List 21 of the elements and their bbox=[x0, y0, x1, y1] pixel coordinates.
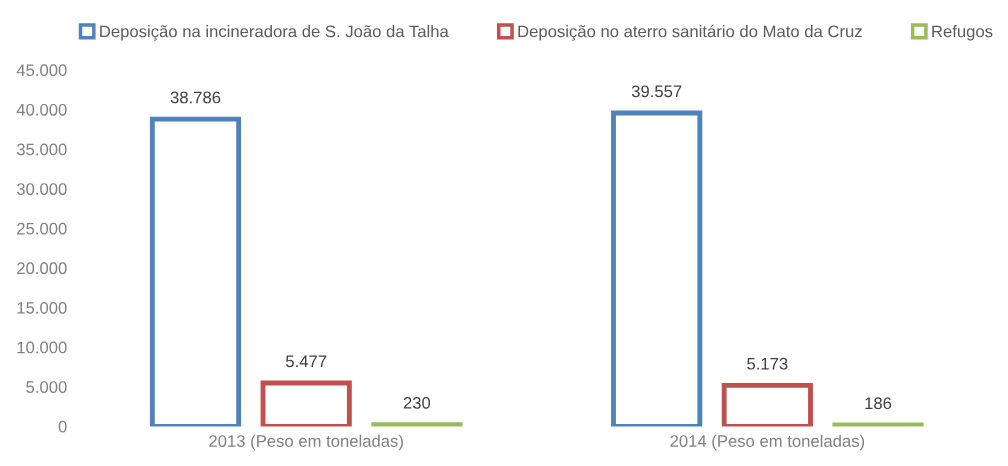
data-label: 39.557 bbox=[631, 85, 682, 98]
x-tick-label: 2014 (Peso em toneladas) bbox=[670, 434, 865, 451]
y-tick-label: 35.000 bbox=[16, 143, 67, 156]
y-tick-label: 45.000 bbox=[16, 64, 67, 77]
y-tick-label: 25.000 bbox=[17, 222, 67, 235]
legend-label: Refugos bbox=[932, 25, 993, 41]
data-label: 5.173 bbox=[747, 357, 788, 370]
y-tick-label: 15.000 bbox=[17, 301, 67, 314]
data-label: 5.477 bbox=[286, 355, 327, 368]
data-label: 230 bbox=[403, 396, 431, 409]
x-tick-label: 2013 (Peso em toneladas) bbox=[209, 434, 403, 451]
y-tick-label: 30.000 bbox=[16, 183, 67, 195]
legend-label: Deposição no aterro sanitário do Mato da Cruz bbox=[518, 24, 862, 41]
y-tick-label: 20.000 bbox=[17, 262, 67, 275]
data-label: 186 bbox=[865, 397, 892, 410]
data-label: 38.786 bbox=[170, 91, 221, 104]
y-tick-label: 40.000 bbox=[16, 103, 67, 116]
y-tick-label: 0 bbox=[58, 420, 67, 433]
legend-label: Deposição na incineradora de S. João da Talha bbox=[100, 25, 449, 41]
y-tick-label: 10.000 bbox=[17, 341, 67, 354]
y-tick-label: 5.000 bbox=[26, 381, 67, 393]
